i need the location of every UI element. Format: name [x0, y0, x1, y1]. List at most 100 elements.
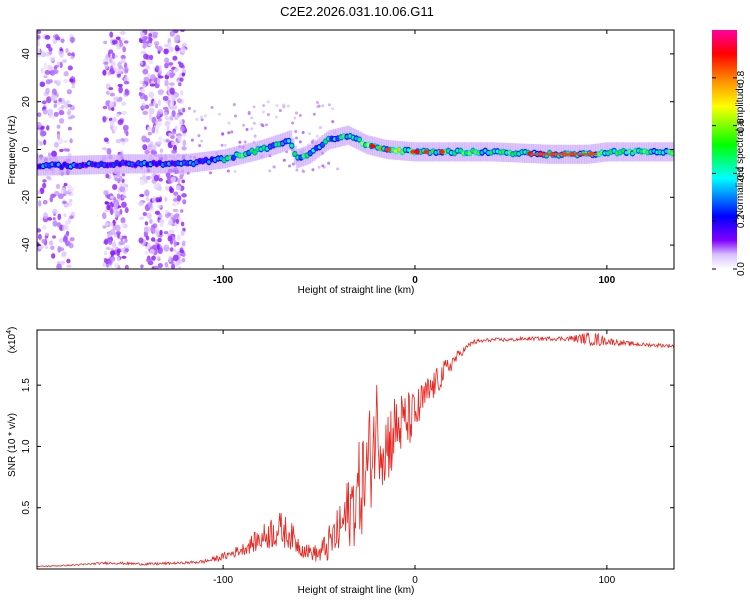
spectrogram-noise-cell: [140, 61, 144, 65]
spectrogram-noise-cell: [39, 129, 45, 137]
spectrogram-noise-cell: [60, 38, 65, 44]
spectrogram-noise-cell: [68, 186, 74, 193]
spectrogram-noise-cell: [48, 79, 54, 84]
spectrogram-noise-cell: [262, 103, 266, 107]
spectrogram-noise-cell: [170, 176, 177, 183]
spectrogram-noise-cell: [153, 125, 160, 129]
spectrogram-noise-cell: [242, 123, 246, 127]
spectrogram-noise-cell: [123, 76, 129, 82]
spectrogram-noise-cell: [245, 127, 249, 131]
spectrogram-ridge-cell: [357, 137, 362, 142]
spectrogram-noise-cell: [311, 139, 315, 143]
colorbar-ticks: 0.0 0.2 0.4 0.6 0.8: [712, 70, 747, 276]
spectrogram-noise-cell: [56, 81, 61, 86]
spectrogram-noise-cell: [261, 110, 265, 114]
spectrogram-ridge-cell: [231, 155, 236, 160]
spectrogram-noise-cell: [149, 218, 153, 225]
spectrogram-noise-cell: [316, 105, 320, 109]
spectrogram-ytick-label: -20: [21, 190, 32, 205]
spectrogram-noise-cell: [315, 100, 319, 104]
spectrogram-noise-cell: [175, 218, 179, 225]
spectrogram-noise-cell: [116, 98, 122, 103]
spectrogram-noise-cell: [63, 213, 67, 218]
spectrogram-noise-cell: [37, 112, 42, 117]
spectrogram-noise-cell: [109, 208, 114, 215]
spectrogram-noise-cell: [144, 150, 150, 155]
spectrogram-noise-cell: [120, 217, 126, 224]
spectrogram-noise-cell: [115, 68, 121, 75]
spectrogram-noise-cell: [50, 193, 56, 198]
spectrogram-noise-cell: [151, 126, 156, 134]
spectrogram-noise-cell: [318, 126, 322, 130]
spectrogram-noise-cell: [171, 130, 177, 135]
spectrogram-noise-cell: [173, 248, 177, 253]
spectrogram-noise-cell: [227, 131, 231, 135]
spectrogram-noise-cell: [124, 238, 128, 243]
spectrogram-noise-cell: [274, 115, 278, 119]
spectrogram-noise-cell: [37, 228, 42, 233]
spectrogram-noise-cell: [238, 140, 242, 144]
spectrogram-noise-cell: [42, 179, 47, 183]
spectrogram-noise-cell: [156, 141, 163, 145]
spectrogram-noise-cell: [159, 229, 163, 235]
spectrogram-noise-cell: [58, 97, 62, 103]
spectrogram-noise-cell: [179, 119, 183, 126]
spectrogram-noise-cell: [142, 173, 147, 179]
spectrogram-noise-cell: [142, 83, 147, 89]
spectrogram-noise-cell: [49, 57, 55, 62]
spectrogram-noise-cell: [178, 82, 182, 87]
spectrogram-noise-cell: [152, 34, 158, 39]
spectrogram-noise-cell: [114, 224, 121, 232]
spectrogram-noise-cell: [43, 75, 48, 79]
snr-ytick-label: 0.5: [21, 500, 32, 514]
spectrogram-noise-cell: [252, 121, 256, 125]
spectrogram-noise-cell: [147, 201, 153, 209]
spectrogram-noise-cell: [59, 148, 64, 153]
spectrogram-xlabel: Height of straight line (km): [298, 285, 415, 296]
spectrogram-noise-cell: [181, 240, 186, 247]
spectrogram-peak-cell: [423, 149, 430, 154]
spectrogram-noise-cell: [53, 103, 57, 108]
spectrogram-noise-cell: [68, 243, 74, 249]
spectrogram-noise-cell: [167, 235, 173, 242]
spectrogram-noise-cell: [44, 69, 51, 76]
spectrogram-noise-cell: [169, 115, 174, 121]
spectrogram-noise-cell: [61, 251, 67, 257]
spectrogram-noise-cell: [124, 186, 128, 192]
spectrogram-noise-cell: [121, 37, 125, 43]
spectrogram-noise-cell: [312, 112, 316, 116]
spectrogram-noise-cell: [180, 230, 185, 236]
spectrogram-noise-cell: [268, 169, 272, 173]
spectrogram-noise-cell: [282, 105, 286, 109]
spectrogram-noise-cell: [181, 133, 187, 137]
spectrogram-noise-cell: [155, 65, 160, 70]
spectrogram-noise-cell: [63, 79, 68, 84]
spectrogram-noise-cell: [101, 147, 108, 151]
colorbar-label: Normalized spectral amplitude: [735, 82, 746, 217]
spectrogram-noise-cell: [50, 245, 55, 251]
spectrogram-noise-cell: [124, 248, 130, 253]
spectrogram-noise-cell: [169, 30, 175, 37]
spectrogram-noise-cell: [52, 217, 56, 221]
spectrogram-noise-cell: [140, 264, 144, 269]
spectrogram-noise-cell: [148, 107, 155, 115]
spectrogram-noise-cell: [39, 141, 43, 146]
spectrogram-noise-cell: [177, 61, 182, 65]
spectrogram-noise-cell: [167, 212, 172, 217]
spectrogram-ylabel: Frequency (Hz): [7, 116, 18, 185]
spectrogram-noise-cell: [121, 255, 127, 259]
snr-xlabel: Height of straight line (km): [298, 585, 415, 596]
spectrogram-noise-cell: [156, 77, 161, 85]
spectrogram-noise-cell: [114, 211, 118, 218]
spectrogram-noise-cell: [139, 88, 146, 93]
spectrogram-noise-cell: [163, 230, 169, 235]
spectrogram-noise-cell: [173, 191, 179, 196]
spectrogram-noise-cell: [156, 243, 160, 251]
spectrogram-noise-cell: [298, 140, 302, 144]
spectrogram-noise-cell: [139, 216, 145, 220]
spectrogram-noise-cell: [66, 89, 72, 95]
spectrogram-noise-cell: [142, 43, 147, 49]
spectrogram-noise-cell: [145, 235, 150, 241]
spectrogram-noise-cell: [57, 193, 64, 200]
spectrogram-noise-cell: [60, 260, 66, 265]
